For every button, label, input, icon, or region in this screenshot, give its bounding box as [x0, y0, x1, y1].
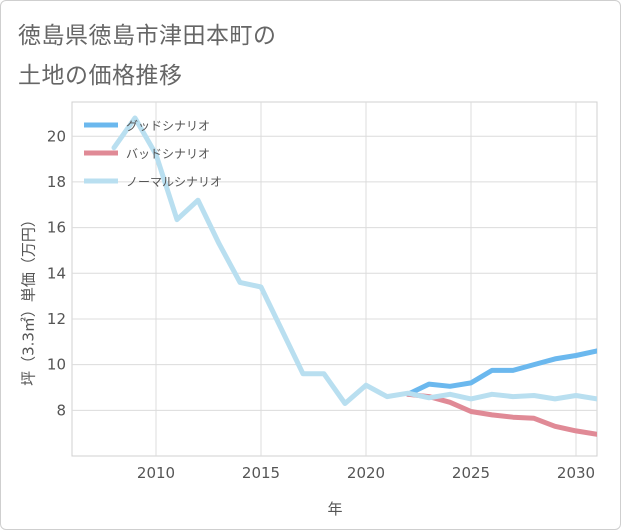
y-tick-label: 18 — [47, 173, 66, 191]
chart-title-line-1: 徳島県徳島市津田本町の — [18, 23, 277, 49]
y-tick-label: 10 — [47, 356, 66, 374]
series-line-2 — [111, 115, 597, 406]
series-line-1 — [405, 391, 597, 437]
legend-label-0: グッドシナリオ — [126, 119, 210, 133]
x-axis-label: 年 — [327, 500, 343, 518]
legend-label-1: バッドシナリオ — [126, 147, 210, 161]
y-tick-label: 12 — [47, 310, 66, 328]
y-tick-label: 16 — [47, 219, 66, 237]
x-tick-label: 2025 — [452, 464, 490, 482]
x-tick-label: 2015 — [242, 464, 280, 482]
x-tick-label: 2030 — [557, 464, 595, 482]
chart-title-line-2: 土地の価格推移 — [18, 63, 183, 89]
legend-label-2: ノーマルシナリオ — [126, 175, 222, 189]
y-tick-label: 8 — [56, 401, 66, 419]
x-tick-label: 2020 — [347, 464, 385, 482]
plot-frame — [71, 101, 598, 457]
series-line-0 — [405, 348, 597, 397]
y-tick-label: 14 — [47, 264, 66, 282]
y-tick-label: 20 — [47, 127, 66, 145]
x-tick-label: 2010 — [137, 464, 175, 482]
